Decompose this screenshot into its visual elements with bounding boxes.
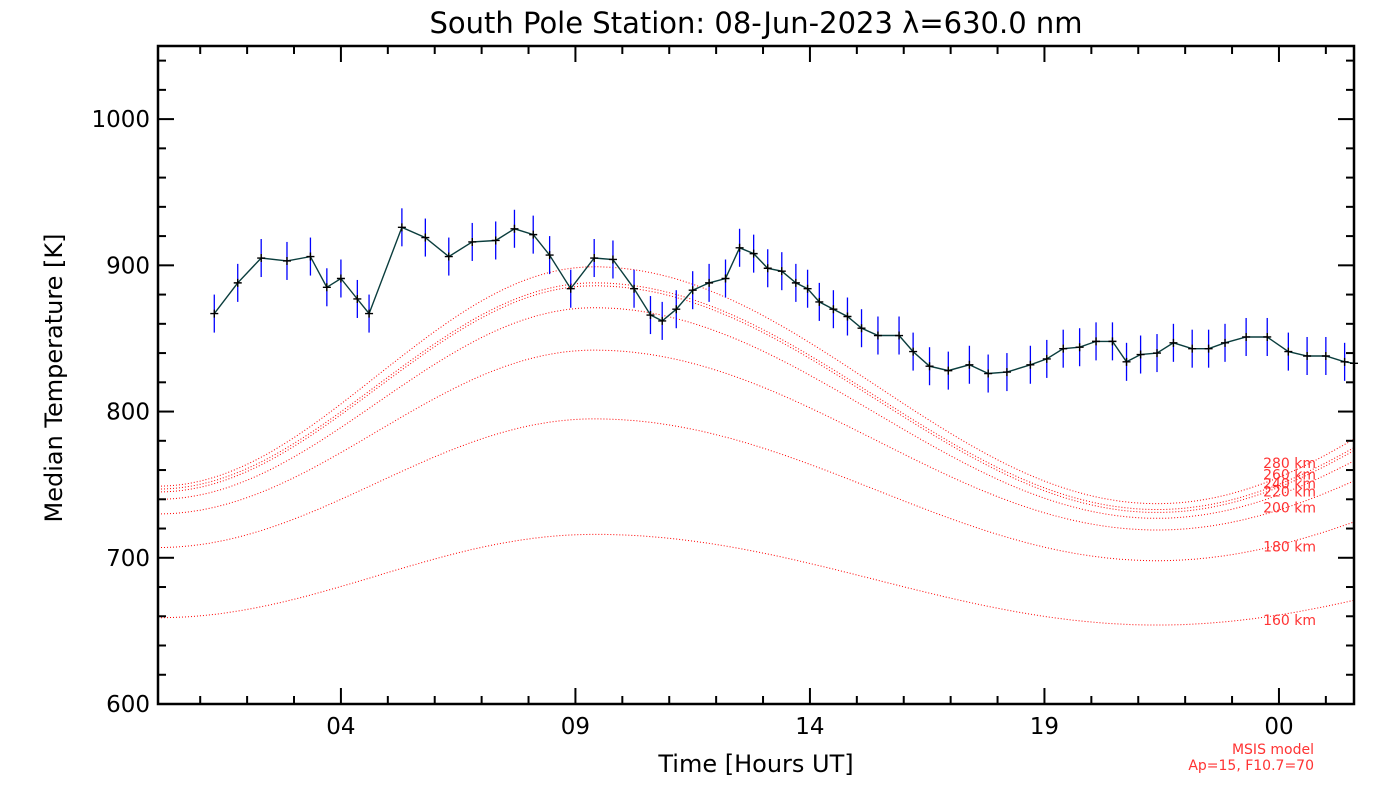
data-point [688,286,697,295]
data-point [829,305,838,314]
x-tick-label: 09 [561,714,590,740]
data-point [233,278,242,287]
data-point [1108,337,1117,346]
data-point [749,249,758,258]
data-point [1169,338,1178,347]
data-point [210,309,219,318]
data-point [857,324,866,333]
model-curve-260-km [157,282,1355,510]
data-point [909,347,918,356]
data-point [944,366,953,375]
model-curve-220-km [157,307,1355,519]
data-point [545,251,554,260]
y-tick-label: 1000 [91,107,150,133]
data-point [1059,344,1068,353]
data-point [873,331,882,340]
x-tick-label: 14 [795,714,824,740]
data-point [815,297,824,306]
data-point [763,264,772,273]
data-point [529,230,538,239]
data-point [672,305,681,314]
data-point [365,309,374,318]
data-point [1284,347,1293,356]
data-point [1075,343,1084,352]
data-point [257,254,266,263]
model-label: 280 km [1263,456,1316,472]
data-point [468,237,477,246]
chart-title: South Pole Station: 08-Jun-2023 λ=630.0 … [429,6,1082,40]
data-point [984,369,993,378]
data-point [306,252,315,261]
data-point [397,223,406,232]
data-point [336,274,345,283]
plot-frame [156,44,1356,706]
data-point [491,236,500,245]
data-point [1221,338,1230,347]
data-point [803,284,812,293]
data-point [322,283,331,292]
model-label: 160 km [1263,613,1316,629]
model-curve-280-km [158,266,1355,505]
data-point [421,233,430,242]
data-point [791,278,800,287]
data-point [658,316,667,325]
data-point [444,252,453,261]
x-tick-label: 00 [1264,714,1293,740]
model-label: 240 km [1263,476,1316,492]
axes: 600 700 800 900 1000 04 09 14 19 00 [91,46,1354,740]
model-label: 200 km [1263,501,1316,517]
data-point [646,311,655,320]
data-point [630,284,639,293]
data-point [1242,332,1251,341]
model-label: 220 km [1263,484,1316,500]
data-point [1092,337,1101,346]
x-tick-label: 19 [1030,714,1059,740]
y-tick-label: 600 [106,692,150,718]
data-point [895,331,904,340]
y-tick-label: 900 [106,253,150,279]
data-point [1204,344,1213,353]
data-point [510,224,519,233]
model-note-line2: Ap=15, F10.7=70 [1188,758,1314,774]
data-point [590,254,599,263]
data-point [1042,354,1051,363]
data-point [1136,350,1145,359]
model-note-line1: MSIS model [1232,742,1314,758]
y-axis-label: Median Temperature [K] [40,233,68,522]
data-point [777,267,786,276]
data-point [1002,368,1011,377]
model-label: 260 km [1263,468,1316,484]
data-point [353,294,362,303]
data-point [721,274,730,283]
data-point [1263,332,1272,341]
data-point [1321,351,1330,360]
data-point [566,284,575,293]
x-axis-label: Time [Hours UT] [657,750,853,778]
data-point [735,243,744,252]
data-point [1303,351,1312,360]
data-point [1026,360,1035,369]
data-point [282,256,291,265]
data-point [1153,349,1162,358]
data-point [925,362,934,371]
x-tick-label: 04 [326,714,355,740]
data-point [843,312,852,321]
data-point [1188,344,1197,353]
model-label: 180 km [1263,539,1316,555]
y-tick-label: 700 [106,546,150,572]
y-tick-label: 800 [106,400,150,426]
model-curve-240-km [157,285,1355,513]
data-point [1340,357,1349,366]
data-point [965,360,974,369]
data-point [1122,357,1131,366]
data-point [705,278,714,287]
observed-series [210,208,1358,393]
data-point [608,255,617,264]
